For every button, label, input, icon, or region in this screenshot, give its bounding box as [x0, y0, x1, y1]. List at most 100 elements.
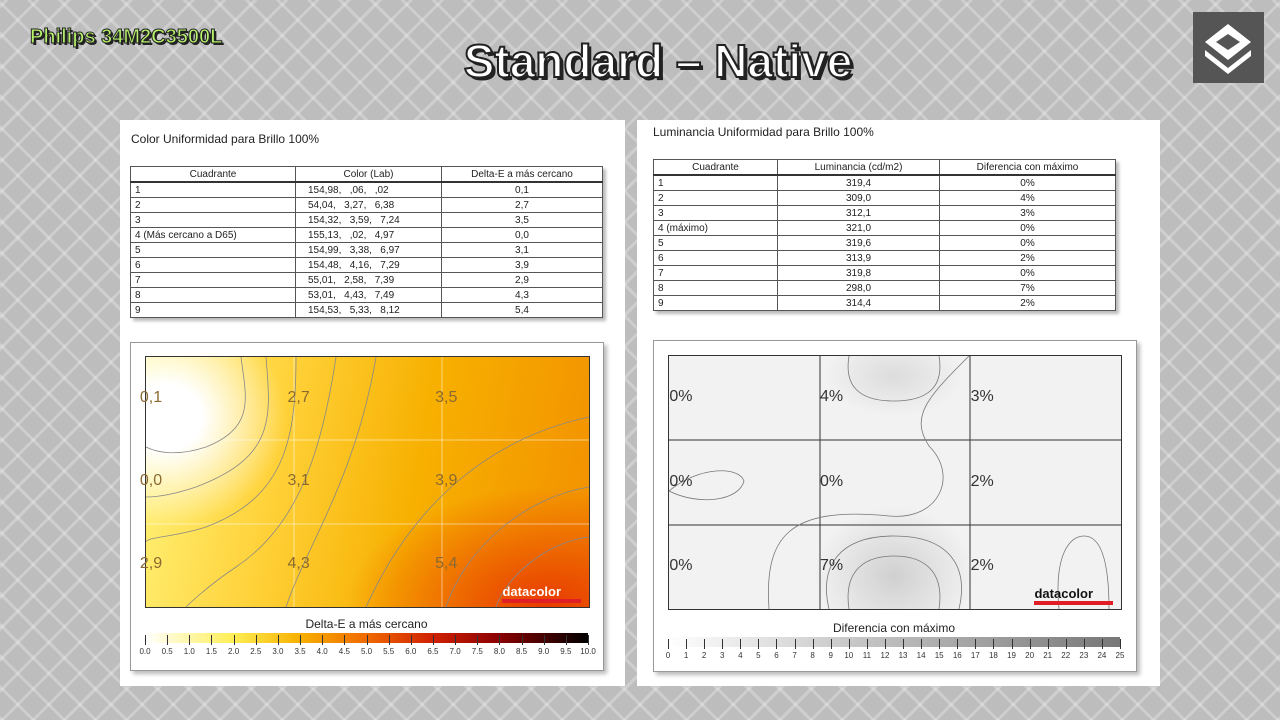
column-header: Cuadrante — [653, 159, 778, 176]
panel-title: Color Uniformidad para Brillo 100% — [131, 132, 320, 146]
table-cell: 0% — [939, 235, 1116, 251]
table-cell: 7 — [653, 265, 778, 281]
scale-tick — [1120, 639, 1121, 649]
cell-label: 3% — [970, 388, 994, 406]
column-header: Diferencia con máximo — [939, 159, 1116, 176]
cell-label: 0% — [669, 388, 693, 406]
scale-label: 6.5 — [427, 647, 439, 656]
scale-label: 7 — [792, 651, 797, 660]
table-row: 3 154,32, 3,59, 7,24 3,5 — [130, 212, 603, 228]
table-cell: 5,4 — [441, 302, 603, 318]
table-row: 9 154,53, 5,33, 8,12 5,4 — [130, 302, 603, 318]
cell-label: 4% — [820, 388, 844, 406]
table-cell: 2 — [130, 197, 296, 213]
table-row: 9 314,4 2% — [653, 295, 1116, 311]
scale-label: 4.5 — [338, 647, 350, 656]
header-row: Cuadrante Luminancia (cd/m2) Diferencia co… — [653, 159, 1116, 176]
scale-label: 1.5 — [205, 647, 217, 656]
table-cell: 3,9 — [441, 257, 603, 273]
table-cell: 314,4 — [777, 295, 940, 311]
scale-tick — [211, 635, 213, 645]
cell-label: 0,0 — [139, 472, 163, 489]
table-cell: 6 — [653, 250, 778, 266]
scale-tick — [366, 635, 368, 645]
scale-label: 0.5 — [161, 647, 173, 656]
table-cell: 319,6 — [777, 235, 940, 251]
table-row: 7 55,01, 2,58, 7,39 2,9 — [130, 272, 603, 288]
scale-label: 9.0 — [538, 647, 550, 656]
scale-label: 3.0 — [272, 647, 284, 656]
table-cell: 5 — [130, 242, 296, 258]
table-cell: 2,9 — [441, 272, 603, 288]
scale-tick — [993, 639, 995, 649]
table-cell: 55,01, 2,58, 7,39 — [295, 272, 442, 288]
table-cell: 3% — [939, 205, 1116, 221]
scale-tick — [812, 639, 814, 649]
column-header: Color (Lab) — [295, 166, 442, 183]
scale-tick — [543, 635, 545, 645]
scale-label: 7.0 — [449, 647, 461, 656]
table-row: 5 154,99, 3,38, 6,97 3,1 — [130, 242, 603, 258]
scale-label: 20 — [1025, 651, 1035, 660]
scale-tick — [668, 639, 669, 649]
color-map: 0,1 2,7 3,5 0,0 3,1 3,9 2,9 4,3 5,4 datacolor — [140, 356, 590, 608]
scale-label: 16 — [952, 651, 962, 660]
table-cell: 53,01, 4,43, 7,49 — [295, 287, 442, 303]
scale-tick — [704, 639, 706, 649]
table-row: 1 319,4 0% — [653, 174, 1116, 191]
table-cell: 4 (Más cercano a D65) — [130, 227, 296, 243]
table-cell: 3 — [653, 205, 778, 221]
table-cell: 4% — [939, 190, 1116, 206]
header-row: Cuadrante Color (Lab) Delta-E a más cercan… — [130, 166, 603, 183]
table-cell: 8 — [653, 280, 778, 296]
panel-title: Luminancia Uniformidad para Brillo 100% — [653, 125, 874, 139]
scale-label: 24 — [1097, 651, 1107, 660]
table-cell: 309,0 — [777, 190, 940, 206]
scale-tick — [521, 635, 523, 645]
scale-tick — [388, 635, 390, 645]
table-cell: 4 (máximo) — [653, 220, 778, 236]
table-row: 3 312,1 3% — [653, 205, 1116, 221]
datacolor-logo: datacolor — [1034, 586, 1113, 605]
map-grid — [669, 356, 1121, 609]
table-row: 4 (máximo) 321,0 0% — [653, 220, 1116, 236]
scale-label: 25 — [1115, 651, 1125, 660]
scale-label: 6 — [774, 651, 779, 660]
scale-tick — [1029, 639, 1031, 649]
cell-label: 0% — [669, 556, 693, 574]
cell-label: 3,1 — [287, 472, 310, 489]
table-cell: 2,7 — [441, 197, 603, 213]
scale-label: 12 — [880, 651, 890, 660]
table-row: 6 313,9 2% — [653, 250, 1116, 266]
scale-label: 3.5 — [294, 647, 306, 656]
scale-title: Delta-E a más cercano — [305, 617, 428, 631]
map-grid — [146, 357, 589, 607]
scale-tick — [866, 639, 868, 649]
scale-tick — [455, 635, 457, 645]
table-cell: 312,1 — [777, 205, 940, 221]
scale-label: 10.0 — [580, 647, 596, 656]
scale-tick — [432, 635, 434, 645]
scale-label: 0.0 — [139, 647, 151, 656]
table-cell: 4,3 — [441, 287, 603, 303]
scale-label: 9 — [828, 651, 833, 660]
table-cell: 154,99, 3,38, 6,97 — [295, 242, 442, 258]
table-cell: 7 — [130, 272, 296, 288]
scale-tick — [921, 639, 923, 649]
table-row: 5 319,6 0% — [653, 235, 1116, 251]
scale-label: 6.0 — [405, 647, 417, 656]
logo[interactable] — [1193, 12, 1264, 83]
table-cell: 0,0 — [441, 227, 603, 243]
scale-tick — [1083, 639, 1085, 649]
scale-label: 2.0 — [228, 647, 240, 656]
scale-label: 5.5 — [383, 647, 395, 656]
scale-label: 5.0 — [360, 647, 373, 656]
scale-label: 14 — [916, 651, 926, 660]
table-cell: 319,4 — [777, 174, 940, 191]
table-cell: 3,1 — [441, 242, 603, 258]
scale-tick — [1065, 639, 1067, 649]
scale-label: 0 — [665, 651, 671, 660]
scale-tick — [477, 635, 479, 645]
table-row: 2 54,04, 3,27, 6,38 2,7 — [130, 197, 603, 213]
